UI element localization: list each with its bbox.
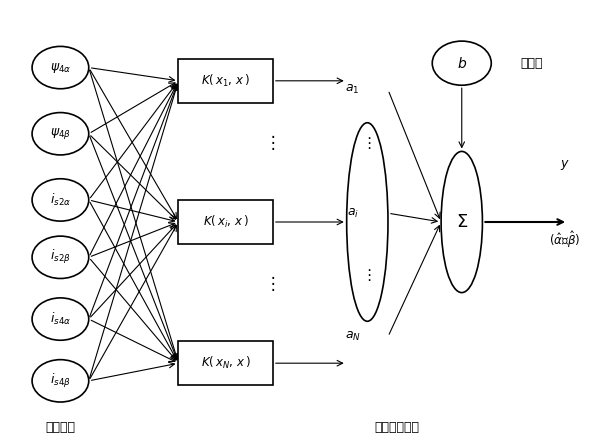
Text: $\Sigma$: $\Sigma$ bbox=[455, 213, 468, 231]
Circle shape bbox=[32, 236, 89, 278]
Text: $\psi_{4\beta}$: $\psi_{4\beta}$ bbox=[50, 126, 71, 141]
Text: $y$: $y$ bbox=[560, 158, 570, 172]
Text: 偏置值: 偏置值 bbox=[521, 57, 543, 70]
Text: $a_N$: $a_N$ bbox=[345, 330, 361, 343]
Circle shape bbox=[32, 113, 89, 155]
Text: $K(\,x_N,\,x\,)$: $K(\,x_N,\,x\,)$ bbox=[200, 355, 251, 371]
Text: 输入向量: 输入向量 bbox=[46, 421, 75, 434]
Circle shape bbox=[32, 360, 89, 402]
Text: $i_{s4\alpha}$: $i_{s4\alpha}$ bbox=[50, 311, 71, 327]
Ellipse shape bbox=[347, 123, 388, 321]
Text: $\vdots$: $\vdots$ bbox=[264, 274, 276, 293]
Circle shape bbox=[32, 46, 89, 89]
Text: 拉格朗日乘子: 拉格朗日乘子 bbox=[374, 421, 419, 434]
Circle shape bbox=[432, 41, 491, 85]
Circle shape bbox=[32, 179, 89, 221]
Text: $K(\,x_1,\,x\,)$: $K(\,x_1,\,x\,)$ bbox=[201, 73, 250, 89]
Text: $\vdots$: $\vdots$ bbox=[361, 267, 371, 283]
Text: $\vdots$: $\vdots$ bbox=[361, 135, 371, 151]
Text: $i_{s2\beta}$: $i_{s2\beta}$ bbox=[50, 248, 71, 266]
Text: $a_i$: $a_i$ bbox=[346, 206, 359, 220]
Circle shape bbox=[32, 298, 89, 340]
Text: $\psi_{4\alpha}$: $\psi_{4\alpha}$ bbox=[50, 60, 71, 75]
Text: $i_{s4\beta}$: $i_{s4\beta}$ bbox=[50, 372, 71, 390]
Ellipse shape bbox=[441, 151, 483, 293]
Text: $b$: $b$ bbox=[457, 56, 467, 71]
Text: $\vdots$: $\vdots$ bbox=[264, 133, 276, 152]
Text: $K(\,x_i,\,x\,)$: $K(\,x_i,\,x\,)$ bbox=[203, 214, 249, 230]
Text: $i_{s2\alpha}$: $i_{s2\alpha}$ bbox=[50, 192, 71, 208]
FancyBboxPatch shape bbox=[178, 59, 273, 103]
FancyBboxPatch shape bbox=[178, 200, 273, 244]
Text: $(\hat{\alpha}$或$\hat{\beta})$: $(\hat{\alpha}$或$\hat{\beta})$ bbox=[549, 229, 581, 250]
FancyBboxPatch shape bbox=[178, 341, 273, 385]
Text: $a_1$: $a_1$ bbox=[345, 83, 360, 96]
